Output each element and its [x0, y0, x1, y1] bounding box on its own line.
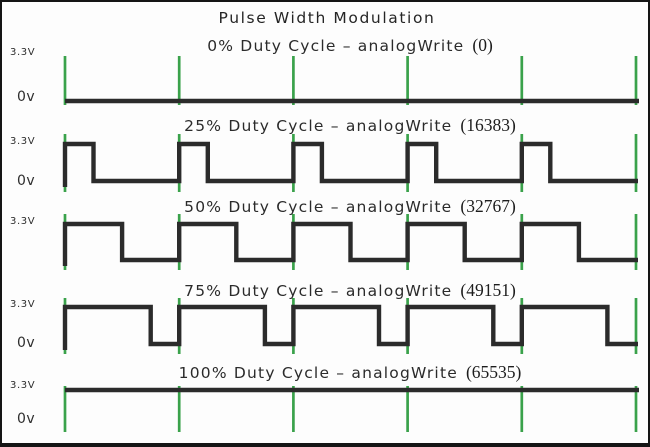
section-label: 25% Duty Cycle – analogWrite [184, 117, 453, 135]
low-voltage-label: 0v [17, 411, 36, 427]
high-voltage-label: 3.3V [10, 380, 36, 391]
section-value-label: (65535) [465, 362, 522, 382]
section-label: 50% Duty Cycle – analogWrite [184, 198, 453, 216]
section-value-label: (49151) [460, 280, 516, 300]
high-voltage-label: 3.3V [10, 47, 36, 58]
low-voltage-label: 0v [17, 335, 36, 351]
section-label: 0% Duty Cycle – analogWrite [207, 37, 465, 55]
section-title-100pct: 100% Duty Cycle – analogWrite (65535) [50, 362, 648, 383]
section-value-label: (16383) [460, 115, 516, 135]
section-title-25pct: 25% Duty Cycle – analogWrite (16383) [50, 115, 648, 136]
section-title-0pct: 0% Duty Cycle – analogWrite (0) [50, 35, 648, 56]
pwm-waveform-50pct [62, 221, 638, 266]
section-title-75pct: 75% Duty Cycle – analogWrite (49151) [50, 280, 648, 301]
pwm-waveform-25pct [62, 141, 638, 187]
section-value-label: (32767) [460, 196, 516, 216]
high-voltage-label: 3.3V [10, 136, 36, 147]
section-label: 75% Duty Cycle – analogWrite [184, 282, 453, 300]
section-value-label: (0) [472, 35, 493, 55]
section-title-50pct: 50% Duty Cycle – analogWrite (32767) [50, 196, 648, 217]
high-voltage-label: 3.3V [10, 216, 36, 227]
section-label: 100% Duty Cycle – analogWrite [178, 364, 458, 382]
diagram-title: Pulse Width Modulation [218, 9, 436, 27]
low-voltage-label: 0v [17, 173, 36, 189]
high-voltage-label: 3.3V [10, 299, 36, 310]
pwm-waveform-75pct [62, 304, 638, 350]
low-voltage-label: 0v [17, 89, 36, 105]
